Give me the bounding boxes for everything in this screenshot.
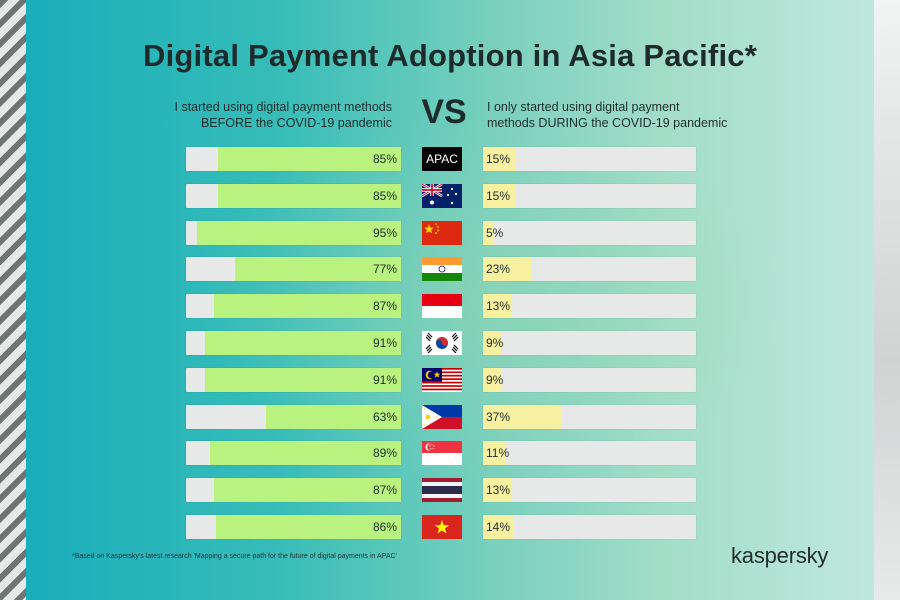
before-bar-track: 87% [186,294,401,319]
before-bar-australia [218,183,401,208]
during-bar-track: 11% [483,441,696,466]
during-value-label: 15% [486,188,511,203]
during-bar-china [483,220,494,245]
before-bar-track: 77% [186,257,401,282]
during-value-label: 9% [486,372,504,387]
during-bar-philippines [483,404,562,429]
apac-label: APAC [422,147,462,171]
during-bar-thailand [483,478,511,503]
before-bar-vietnam [216,515,401,539]
australia-flag-icon [422,183,462,208]
india-flag-icon [422,257,462,282]
before-value-label: 89% [372,446,397,461]
before-bar-thailand [213,478,401,503]
footnote: *Based on Kaspersky's latest research 'M… [72,553,397,560]
before-value-label: 91% [372,372,397,387]
chart-row-malaysia: 91% 9% [0,367,900,392]
during-value-label: 9% [486,336,504,350]
chart-row-thailand: 87% 13% [0,478,900,503]
during-bar-india [483,257,532,282]
during-bar-track: 14% [483,515,696,539]
during-bar-track: 37% [483,404,696,429]
before-header-line2: BEFORE the COVID-19 pandemic [200,116,392,130]
kaspersky-logo: kaspersky [731,543,829,568]
during-bar-track: 5% [483,220,696,245]
before-bar-apac [218,147,401,171]
before-bar-track: 95% [186,220,401,245]
during-bar-australia [483,183,515,208]
chart-row-vietnam: 86% 14% [0,515,900,539]
before-bar-track: 85% [186,147,401,171]
before-value-label: 86% [372,520,397,534]
before-header: I started using digital payment methods … [92,99,392,131]
chart-row-south-korea: 91% 9% [0,331,900,355]
indonesia-flag-icon [422,294,462,319]
singapore-flag-icon [422,441,462,466]
before-bar-china [196,220,401,245]
before-bar-south-korea [205,331,401,355]
before-value-label: 77% [372,262,397,277]
during-bar-vietnam [483,515,513,539]
chart-row-apac: 85% APAC 15% [0,147,900,171]
malaysia-flag-icon [422,367,462,392]
during-value-label: 13% [486,483,511,498]
before-bar-track: 91% [186,331,401,355]
before-bar-track: 89% [186,441,401,466]
before-bar-india [235,257,401,282]
before-bar-track: 85% [186,183,401,208]
chart-row-indonesia: 87% 13% [0,294,900,319]
before-value-label: 91% [372,336,397,350]
during-value-label: 15% [486,152,511,166]
before-header-line1: I started using digital payment methods [174,100,392,114]
china-flag-icon [422,220,462,245]
during-header: I only started using digital payment met… [487,99,787,131]
during-bar-apac [483,147,515,171]
during-bar-south-korea [483,331,503,355]
during-bar-track: 13% [483,478,696,503]
before-value-label: 85% [372,188,397,203]
before-value-label: 95% [372,225,397,240]
before-value-label: 87% [372,483,397,498]
during-bar-track: 15% [483,183,696,208]
before-bar-track: 63% [186,404,401,429]
during-bar-track: 15% [483,147,696,171]
during-value-label: 23% [486,262,511,277]
during-value-label: 11% [486,446,510,461]
before-bar-singapore [209,441,401,466]
before-bar-philippines [265,404,401,429]
during-bar-indonesia [483,294,511,319]
during-bar-singapore [483,441,507,466]
during-header-line2: methods DURING the COVID-19 pandemic [487,116,728,130]
before-value-label: 63% [372,409,397,424]
chart-row-india: 77% 23% [0,257,900,282]
chart-row-australia: 85% 15% [0,183,900,208]
during-value-label: 37% [486,409,511,424]
during-bar-track: 9% [483,331,696,355]
chart-row-philippines: 63% 37% [0,404,900,429]
before-bar-track: 87% [186,478,401,503]
during-bar-track: 9% [483,367,696,392]
south-korea-flag-icon [422,331,462,355]
philippines-flag-icon [422,404,462,429]
before-value-label: 85% [372,152,397,166]
vietnam-flag-icon [422,515,462,539]
during-bar-track: 23% [483,257,696,282]
during-bar-track: 13% [483,294,696,319]
during-bar-malaysia [483,367,503,392]
during-value-label: 5% [486,225,504,240]
before-bar-indonesia [213,294,401,319]
during-value-label: 13% [486,299,511,314]
before-bar-track: 91% [186,367,401,392]
before-bar-track: 86% [186,515,401,539]
chart-title: Digital Payment Adoption in Asia Pacific… [143,38,757,73]
vs-label: VS [421,93,467,131]
chart-row-china: 95% 5% [0,220,900,245]
thailand-flag-icon [422,478,462,503]
before-bar-malaysia [205,367,401,392]
before-value-label: 87% [372,299,397,314]
during-value-label: 14% [486,520,511,534]
chart-row-singapore: 89% 11% [0,441,900,466]
during-header-line1: I only started using digital payment [487,100,680,114]
